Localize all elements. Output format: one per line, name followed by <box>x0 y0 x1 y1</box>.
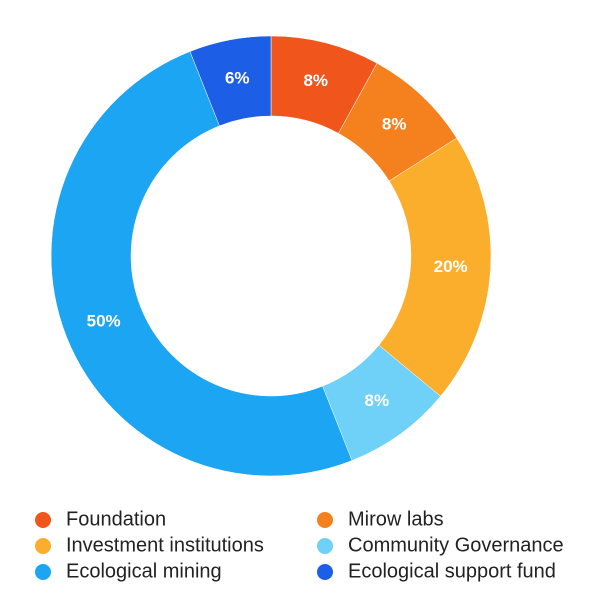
value-label: 8% <box>382 114 407 133</box>
value-label: 50% <box>87 312 121 331</box>
legend-label: Ecological mining <box>66 560 222 582</box>
value-label: 8% <box>365 391 390 410</box>
legend-label: Investment institutions <box>66 534 264 556</box>
legend-marker <box>35 564 51 580</box>
legend-label: Community Governance <box>348 534 564 556</box>
legend-marker <box>35 512 51 528</box>
legend-label: Mirow labs <box>348 508 444 530</box>
donut-slice <box>378 137 492 397</box>
legend-label: Foundation <box>66 508 166 530</box>
value-label: 8% <box>303 71 328 90</box>
donut-slice <box>189 35 272 127</box>
legend-label: Ecological support fund <box>348 560 556 582</box>
donut-slice <box>50 51 353 477</box>
legend-marker <box>317 512 333 528</box>
value-label: 6% <box>225 69 250 88</box>
legend-marker <box>317 564 333 580</box>
legend-marker <box>317 538 333 554</box>
legend-marker <box>35 538 51 554</box>
value-label: 20% <box>434 257 468 276</box>
